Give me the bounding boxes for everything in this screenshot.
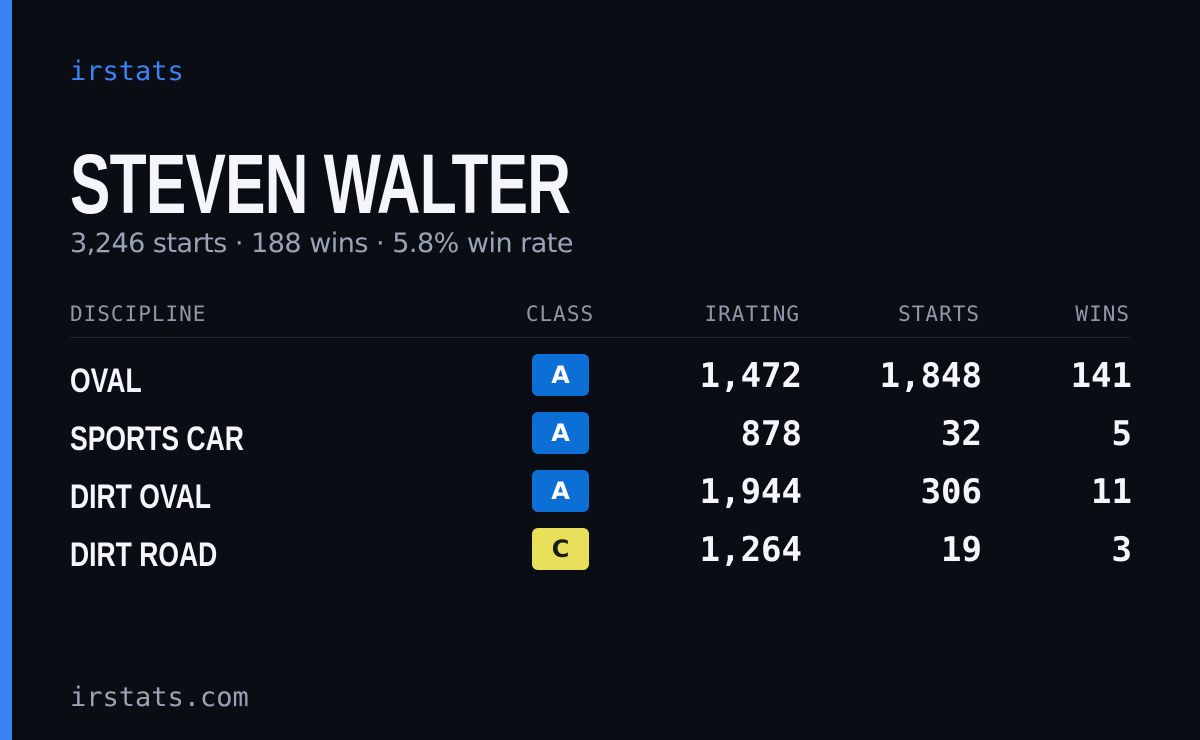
header-rule: [70, 337, 1130, 338]
stat-value: 1,944: [699, 472, 802, 512]
brand: irstats: [70, 56, 184, 87]
footer-url: irstats.com: [70, 682, 249, 713]
driver-name: STEVEN WALTER: [70, 137, 571, 231]
stat-value: 1,264: [699, 530, 802, 570]
summary: 3,246 starts · 188 wins · 5.8% win rate: [70, 228, 574, 259]
stat-value: 11: [1091, 472, 1132, 512]
class-badge: A: [532, 412, 589, 454]
discipline: DIRT ROAD: [70, 536, 218, 574]
stat-value: 1,472: [699, 356, 802, 396]
column-header: STARTS: [898, 302, 980, 326]
stat-value: 141: [1070, 356, 1132, 396]
column-header: DISCIPLINE: [70, 302, 207, 326]
column-header: WINS: [1075, 302, 1130, 326]
discipline: OVAL: [70, 362, 142, 400]
column-header: CLASS: [525, 302, 595, 326]
stat-value: 1,848: [879, 356, 982, 396]
stat-value: 5: [1111, 414, 1132, 454]
stat-value: 3: [1111, 530, 1132, 570]
class-badge: A: [532, 354, 589, 396]
stat-value: 19: [941, 530, 982, 570]
class-badge: C: [532, 528, 589, 570]
accent-stripe: [0, 0, 12, 740]
discipline: DIRT OVAL: [70, 478, 211, 516]
stat-value: 32: [941, 414, 982, 454]
class-badge: A: [532, 470, 589, 512]
discipline: SPORTS CAR: [70, 420, 244, 458]
stat-value: 306: [920, 472, 982, 512]
column-header: IRATING: [704, 302, 800, 326]
stat-value: 878: [740, 414, 802, 454]
